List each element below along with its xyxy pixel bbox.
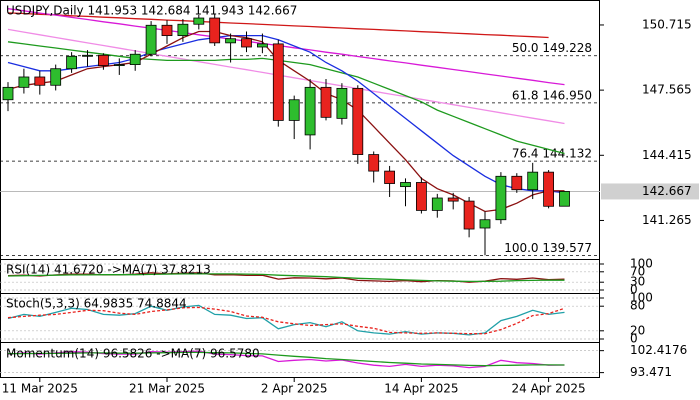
candle-body (113, 64, 125, 67)
indicator-y-tick-label: 100 (630, 291, 653, 305)
candle-body (50, 68, 62, 86)
y-tick-label: 144.415 (642, 148, 692, 162)
y-tick-label: 147.565 (642, 83, 692, 97)
x-tick-label: 11 Mar 2025 (2, 382, 78, 396)
chart-title: USDJPY,Daily 141.953 142.684 141.943 142… (6, 4, 297, 18)
candle-body (431, 197, 443, 211)
indicator-line (7, 306, 565, 335)
plot-frame (0, 0, 600, 378)
candle-body (241, 38, 252, 48)
candle-body (209, 17, 221, 44)
candle-body (177, 23, 189, 37)
indicator-line (8, 351, 565, 367)
indicator-y-tick-label: 0 (630, 332, 638, 346)
candle-body (34, 76, 46, 86)
moving-average (7, 41, 565, 155)
candle-body (18, 76, 30, 88)
x-tick-label: 2 Apr 2025 (261, 382, 328, 396)
indicator-y-tick-label: 100 (630, 257, 653, 271)
indicator-y-tick-label: 0 (630, 283, 638, 297)
fib-label: 61.8 146.950 (512, 88, 592, 102)
candle-body (543, 171, 554, 207)
last-price-label: 142.667 (642, 184, 692, 198)
candle-body (479, 219, 491, 229)
candle-body (193, 17, 205, 25)
indicator-title: Stoch(5,3,3) 64.9835 74.8844 (6, 297, 187, 311)
candle-body (495, 175, 507, 221)
candle-body (98, 54, 109, 67)
x-tick-label: 21 Mar 2025 (129, 382, 205, 396)
candle-body (527, 171, 539, 191)
candle-body (511, 175, 523, 191)
candle-body (320, 86, 332, 118)
candle-body (145, 24, 157, 55)
candle-body (463, 200, 475, 230)
candle-body (352, 87, 364, 155)
moving-average (7, 28, 565, 125)
last-price-box (601, 183, 699, 200)
indicator-y-tick-label: 70 (630, 264, 645, 278)
y-tick-label: 150.715 (642, 17, 692, 31)
indicator-title: RSI(14) 41.6720 ->MA(7) 37.8213 (6, 263, 211, 277)
fib-label: 50.0 149.228 (512, 41, 592, 55)
fib-label: 100.0 139.577 (504, 241, 592, 255)
indicator-line (7, 273, 565, 283)
candle-body (129, 53, 141, 65)
moving-average (7, 8, 565, 86)
x-tick-label: 14 Apr 2025 (384, 382, 458, 396)
indicator-y-tick-label: 93.471 (630, 365, 672, 379)
candle-body (447, 197, 459, 202)
indicator-y-tick-label: 20 (630, 323, 645, 337)
moving-average (7, 12, 549, 39)
candle-body (272, 43, 284, 121)
candle-body (559, 191, 570, 207)
candle-body (384, 170, 396, 184)
candle-body (368, 154, 380, 172)
indicator-y-tick-label: 102.4176 (630, 343, 687, 357)
y-tick-label: 141.265 (642, 213, 692, 227)
candle-body (82, 54, 93, 57)
plot-layer: 150.715 147.565 144.415 141.265 50.0 149.228… (0, 8, 699, 396)
candle-body (66, 55, 77, 70)
candle-body (2, 86, 14, 101)
indicator-line (7, 304, 565, 336)
indicator-y-tick-label: 30 (630, 275, 645, 289)
candle-body (256, 43, 268, 48)
fib-label: 76.4 144.132 (512, 147, 592, 161)
candle-body (336, 87, 348, 119)
indicator-title: Momentum(14) 96.5826 ->MA(7) 96.5780 (6, 347, 260, 361)
indicator-y-tick-label: 80 (630, 299, 645, 313)
candle-body (161, 24, 173, 37)
candle-body (415, 182, 427, 211)
x-tick-label: 24 Apr 2025 (511, 382, 585, 396)
candle-body (225, 38, 237, 44)
candle-body (400, 182, 411, 188)
candle-body (304, 86, 316, 136)
candle-body (288, 99, 300, 121)
